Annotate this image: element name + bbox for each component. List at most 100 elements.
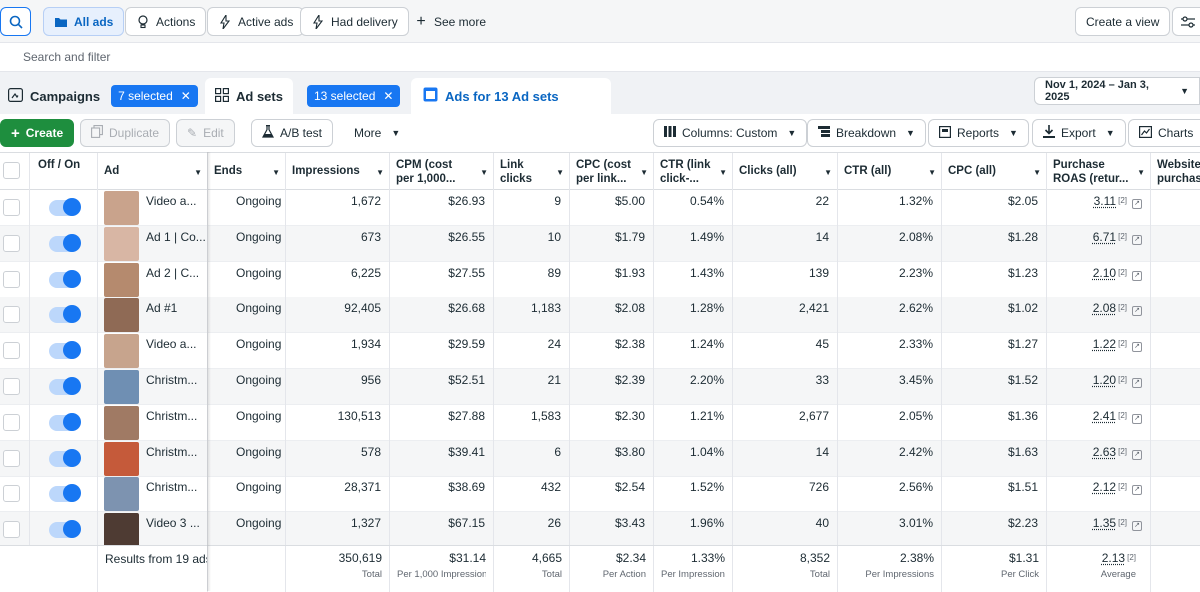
cell-value[interactable]: 6.71	[1093, 230, 1116, 244]
ad-thumbnail[interactable]	[104, 263, 139, 297]
col-impressions[interactable]: Impressions ▼	[286, 153, 390, 190]
tab-adsets[interactable]: Ad sets	[205, 78, 293, 114]
row-checkbox[interactable]	[3, 306, 20, 323]
create-view-button[interactable]: Create a view	[1075, 7, 1170, 36]
duplicate-button[interactable]: Duplicate	[80, 119, 170, 147]
ad-name-link[interactable]: Ad 2 | C...	[146, 266, 199, 280]
ad-name-link[interactable]: Christm...	[146, 445, 197, 459]
search-input[interactable]: Search and filter	[0, 43, 1200, 72]
ad-name-link[interactable]: Christm...	[146, 480, 197, 494]
col-ad[interactable]: Ad ▼	[98, 153, 208, 190]
col-clicks-all[interactable]: Clicks (all) ▼	[733, 153, 838, 190]
adsets-selected-chip[interactable]: 13 selected ✕	[307, 85, 400, 107]
row-checkbox[interactable]	[3, 414, 20, 431]
col-link-clicks[interactable]: Link clicks ▼	[494, 153, 570, 190]
row-checkbox[interactable]	[3, 521, 20, 538]
filter-active-ads[interactable]: Active ads	[207, 7, 304, 36]
row-checkbox[interactable]	[3, 199, 20, 216]
settings-button[interactable]	[1172, 7, 1200, 36]
cell-value[interactable]: 2.63	[1093, 445, 1116, 459]
close-icon[interactable]: ✕	[181, 89, 191, 103]
cell-value[interactable]: 1.20	[1093, 373, 1116, 387]
on-off-toggle[interactable]	[49, 200, 79, 216]
on-off-toggle[interactable]	[49, 451, 79, 467]
search-button[interactable]	[0, 7, 31, 36]
table-row[interactable]: Christm... Ongoing 28,371 $38.69 432 $2.54 1.5…	[0, 476, 1200, 512]
table-row[interactable]: Ad #1 Ongoing 92,405 $26.68 1,183 $2.08 1.28% 2…	[0, 297, 1200, 333]
ad-thumbnail[interactable]	[104, 442, 139, 476]
table-row[interactable]: Video 3 ... Ongoing 1,327 $67.15 26 $3.43 1.96…	[0, 512, 1200, 548]
date-range-picker[interactable]: Nov 1, 2024 – Jan 3, 2025 ▼	[1034, 77, 1200, 105]
table-row[interactable]: Video a... Ongoing 1,672 $26.93 9 $5.00 0.54% 2…	[0, 190, 1200, 226]
ad-name-link[interactable]: Video a...	[146, 337, 196, 351]
trend-icon[interactable]: ↗	[1132, 485, 1142, 495]
ad-name-link[interactable]: Christm...	[146, 373, 197, 387]
ad-thumbnail[interactable]	[104, 477, 139, 511]
ad-name-link[interactable]: Ad 1 | Co...	[146, 230, 206, 244]
select-all-checkbox[interactable]	[3, 162, 20, 179]
ad-thumbnail[interactable]	[104, 227, 139, 261]
trend-icon[interactable]: ↗	[1132, 450, 1142, 460]
tab-campaigns[interactable]: Campaigns 7 selected ✕	[8, 78, 198, 114]
on-off-toggle[interactable]	[49, 379, 79, 395]
create-button[interactable]: + Create	[0, 119, 74, 147]
cell-value[interactable]: 3.11	[1094, 194, 1116, 208]
col-off-on[interactable]: Off / On	[30, 153, 98, 190]
see-more-button[interactable]: + See more	[404, 7, 496, 36]
trend-icon[interactable]: ↗	[1132, 378, 1142, 388]
trend-icon[interactable]: ↗	[1132, 342, 1142, 352]
charts-button[interactable]: Charts	[1128, 119, 1200, 147]
row-checkbox[interactable]	[3, 342, 20, 359]
row-checkbox[interactable]	[3, 450, 20, 467]
ab-test-button[interactable]: A/B test	[251, 119, 333, 147]
col-roas[interactable]: Purchase ROAS (retur... ▼	[1047, 153, 1151, 190]
row-checkbox[interactable]	[3, 485, 20, 502]
ad-name-link[interactable]: Video 3 ...	[146, 516, 200, 530]
ad-thumbnail[interactable]	[104, 513, 139, 547]
trend-icon[interactable]: ↗	[1132, 414, 1142, 424]
trend-icon[interactable]: ↗	[1132, 521, 1142, 531]
campaigns-selected-chip[interactable]: 7 selected ✕	[111, 85, 198, 107]
col-ctr-all[interactable]: CTR (all) ▼	[838, 153, 942, 190]
trend-icon[interactable]: ↗	[1132, 306, 1142, 316]
on-off-toggle[interactable]	[49, 486, 79, 502]
cell-value[interactable]: 1.22	[1093, 337, 1116, 351]
ad-thumbnail[interactable]	[104, 370, 139, 404]
ad-name-link[interactable]: Ad #1	[146, 301, 177, 315]
on-off-toggle[interactable]	[49, 522, 79, 538]
filter-all-ads[interactable]: All ads	[43, 7, 124, 36]
reports-button[interactable]: Reports ▼	[928, 119, 1029, 147]
table-row[interactable]: Video a... Ongoing 1,934 $29.59 24 $2.38 1.24%…	[0, 333, 1200, 369]
row-checkbox[interactable]	[3, 271, 20, 288]
more-button[interactable]: More ▼	[343, 119, 411, 147]
table-row[interactable]: Ad 1 | Co... Ongoing 673 $26.55 10 $1.79 1.49%…	[0, 226, 1200, 262]
ad-thumbnail[interactable]	[104, 191, 139, 225]
cell-value[interactable]: 2.41	[1093, 409, 1116, 423]
cell-value[interactable]: 2.12	[1093, 480, 1116, 494]
ad-thumbnail[interactable]	[104, 406, 139, 440]
filter-had-delivery[interactable]: Had delivery	[300, 7, 409, 36]
columns-button[interactable]: Columns: Custom ▼	[653, 119, 807, 147]
col-ends[interactable]: Ends ▼	[208, 153, 286, 190]
on-off-toggle[interactable]	[49, 415, 79, 431]
on-off-toggle[interactable]	[49, 272, 79, 288]
on-off-toggle[interactable]	[49, 236, 79, 252]
filter-actions[interactable]: Actions	[125, 7, 206, 36]
ad-name-link[interactable]: Christm...	[146, 409, 197, 423]
col-cpc-all[interactable]: CPC (all) ▼	[942, 153, 1047, 190]
table-row[interactable]: Ad 2 | C... Ongoing 6,225 $27.55 89 $1.93 1.43…	[0, 262, 1200, 298]
edit-button[interactable]: ✎ Edit	[176, 119, 235, 147]
trend-icon[interactable]: ↗	[1132, 235, 1142, 245]
col-cpc-link[interactable]: CPC (cost per link... ▼	[570, 153, 654, 190]
ad-thumbnail[interactable]	[104, 334, 139, 368]
cell-value[interactable]: 1.35	[1093, 516, 1116, 530]
export-button[interactable]: Export ▼	[1032, 119, 1126, 147]
on-off-toggle[interactable]	[49, 307, 79, 323]
row-checkbox[interactable]	[3, 378, 20, 395]
on-off-toggle[interactable]	[49, 343, 79, 359]
close-icon[interactable]: ✕	[383, 89, 393, 103]
col-website-purchases[interactable]: Website purchas	[1151, 153, 1200, 190]
tab-ads[interactable]: Ads for 13 Ad sets	[411, 78, 611, 114]
cell-value[interactable]: 2.08	[1093, 301, 1116, 315]
ad-name-link[interactable]: Video a...	[146, 194, 196, 208]
